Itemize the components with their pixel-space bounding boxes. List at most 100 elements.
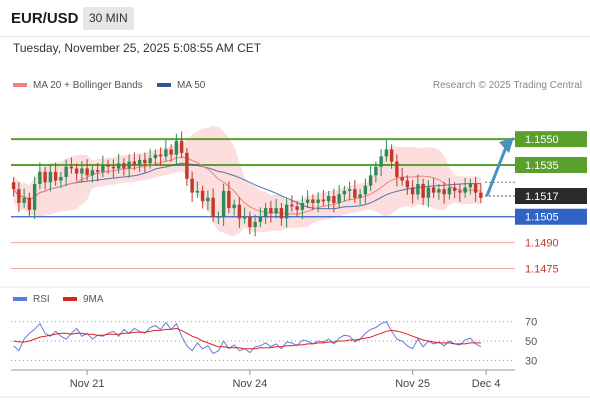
candle-body — [106, 164, 110, 167]
candle-body — [400, 177, 404, 181]
legend-9ma: 9MA — [63, 294, 104, 305]
candle-body — [95, 170, 100, 172]
candle-body — [473, 183, 478, 193]
x-tick-label: Nov 25 — [395, 378, 430, 390]
legend-ma20-swatch — [13, 83, 27, 88]
candle-body — [200, 190, 205, 202]
candle-body — [185, 152, 189, 179]
candle-body — [479, 192, 483, 198]
level-label-1-1550: 1.1550 — [525, 134, 559, 146]
legend-ma20: MA 20 + Bollinger Bands — [13, 80, 143, 91]
candle-body — [90, 170, 95, 176]
level-box-1-1550 — [515, 131, 587, 148]
candle-body — [447, 187, 452, 195]
candle-body — [442, 189, 446, 195]
candle-body — [153, 154, 158, 159]
rsi-ma9-line — [13, 327, 481, 350]
candle-body — [321, 199, 326, 202]
candle-body — [405, 180, 410, 188]
candle-body — [195, 190, 200, 193]
ma50-line — [13, 162, 481, 210]
candle-body — [311, 199, 315, 203]
candle-body — [43, 171, 47, 183]
candle-body — [38, 171, 42, 184]
candle-body — [174, 140, 179, 155]
candle-body — [374, 166, 378, 176]
candle-body — [64, 166, 68, 178]
x-tick-label: Dec 4 — [472, 378, 501, 390]
timeframe-badge[interactable]: 30 MIN — [83, 7, 134, 30]
level-label-1-1490: 1.1490 — [525, 238, 559, 250]
candle-body — [258, 216, 263, 222]
candle-body — [179, 140, 184, 153]
level-label-1-1535: 1.1535 — [525, 160, 559, 172]
candle-body — [101, 164, 105, 172]
target-arrow-head — [499, 137, 514, 154]
candle-body — [347, 189, 352, 191]
legend-ma20-label: MA 20 + Bollinger Bands — [33, 80, 143, 91]
candle-body — [69, 166, 74, 169]
candle-body — [237, 204, 242, 219]
level-label-1-1505: 1.1505 — [525, 212, 559, 224]
candle-body — [127, 161, 131, 169]
candle-body — [148, 158, 152, 164]
level-box-1-1517 — [515, 188, 587, 205]
level-label-1-1475: 1.1475 — [525, 263, 559, 275]
candle-body — [384, 149, 389, 157]
candle-body — [353, 189, 357, 198]
candle-body — [53, 171, 58, 181]
target-arrow-line — [485, 146, 508, 197]
candle-body — [158, 154, 163, 157]
candle-body — [80, 168, 84, 174]
legend-9ma-swatch — [63, 297, 77, 302]
candle-body — [389, 149, 394, 162]
candle-body — [242, 216, 247, 219]
candle-body — [326, 196, 331, 202]
candle-body — [116, 163, 121, 169]
legend-rsi-swatch — [13, 297, 27, 302]
legend-rsi: RSI — [13, 294, 50, 305]
candle-body — [316, 199, 320, 203]
x-tick-label: Nov 21 — [70, 378, 105, 390]
timestamp: Tuesday, November 25, 2025 5:08:55 AM CE… — [13, 41, 262, 55]
candle-body — [437, 189, 441, 193]
candle-body — [143, 159, 147, 164]
candle-body — [59, 177, 63, 181]
rsi-tick-30: 30 — [525, 355, 537, 367]
legend-9ma-label: 9MA — [83, 294, 104, 305]
candle-body — [410, 187, 415, 195]
candle-body — [274, 208, 278, 214]
candle-body — [227, 190, 231, 209]
x-tick-label: Nov 24 — [232, 378, 267, 390]
candle-body — [216, 216, 221, 218]
rsi-tick-70: 70 — [525, 317, 537, 329]
candle-body — [421, 183, 425, 198]
candle-body — [111, 166, 116, 169]
candle-body — [395, 161, 399, 178]
candle-body — [164, 149, 168, 157]
candle-body — [452, 187, 457, 191]
candle-body — [11, 182, 16, 190]
credit-text: Research © 2025 Trading Central — [432, 80, 582, 91]
candle-body — [284, 204, 289, 219]
legend-ma50-swatch — [157, 83, 171, 88]
candle-body — [363, 185, 368, 195]
candle-body — [248, 216, 252, 228]
candle-body — [132, 161, 137, 165]
legend-rsi-label: RSI — [33, 294, 50, 305]
candle-body — [426, 187, 431, 198]
header-divider — [0, 36, 590, 37]
candle-body — [169, 149, 173, 155]
candle-body — [305, 199, 310, 203]
candle-body — [379, 156, 383, 167]
candle-body — [269, 208, 273, 214]
candle-body — [290, 204, 294, 207]
candle-body — [253, 221, 257, 228]
candle-body — [368, 175, 373, 186]
level-box-1-1535 — [515, 156, 587, 173]
candle-body — [85, 168, 89, 176]
currency-pair: EUR/USD — [11, 10, 79, 27]
candle-body — [221, 190, 226, 217]
candle-body — [342, 190, 347, 195]
